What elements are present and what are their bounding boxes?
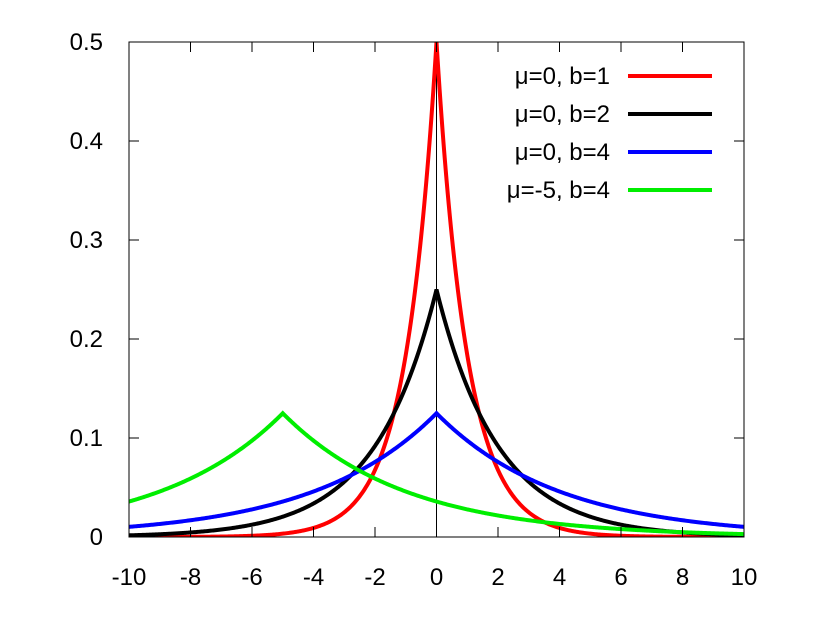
legend-label: μ=0, b=1 bbox=[515, 63, 610, 90]
legend-item-2: μ=0, b=4 bbox=[515, 139, 712, 166]
legend-label: μ=0, b=2 bbox=[515, 101, 610, 128]
legend-label: μ=0, b=4 bbox=[515, 139, 610, 166]
x-tick-label: -4 bbox=[303, 564, 324, 591]
x-tick-label: 10 bbox=[731, 564, 758, 591]
x-tick-label: 4 bbox=[553, 564, 566, 591]
y-tick-label: 0 bbox=[90, 524, 103, 551]
x-tick-label: -2 bbox=[364, 564, 385, 591]
y-tick-label: 0.5 bbox=[70, 29, 103, 56]
y-tick-label: 0.3 bbox=[70, 227, 103, 254]
legend-item-3: μ=-5, b=4 bbox=[507, 177, 712, 204]
legend-item-0: μ=0, b=1 bbox=[515, 63, 712, 90]
x-tick-label: -8 bbox=[180, 564, 201, 591]
y-tick-label: 0.1 bbox=[70, 425, 103, 452]
y-tick-label: 0.2 bbox=[70, 326, 103, 353]
series-line-2 bbox=[129, 410, 744, 529]
series-line-1 bbox=[129, 289, 744, 537]
series-line-3 bbox=[129, 410, 744, 537]
series-line-0 bbox=[129, 42, 744, 537]
x-tick-label: -6 bbox=[241, 564, 262, 591]
legend: μ=0, b=1 μ=0, b=2 μ=0, b=4 μ=-5, b=4 bbox=[507, 63, 712, 204]
x-tick-label: -10 bbox=[112, 564, 147, 591]
y-tick-label: 0.4 bbox=[70, 128, 103, 155]
series-layer bbox=[129, 42, 744, 537]
legend-item-1: μ=0, b=2 bbox=[515, 101, 712, 128]
x-tick-label: 8 bbox=[676, 564, 689, 591]
ticks-layer: -10 -8 -6 -4 -2 0 2 4 6 8 10 0 0.1 0.2 0.3 0.4 0.5 bbox=[70, 29, 758, 591]
x-tick-label: 0 bbox=[430, 564, 443, 591]
legend-label: μ=-5, b=4 bbox=[507, 177, 610, 204]
x-tick-label: 6 bbox=[614, 564, 627, 591]
x-tick-label: 2 bbox=[491, 564, 504, 591]
